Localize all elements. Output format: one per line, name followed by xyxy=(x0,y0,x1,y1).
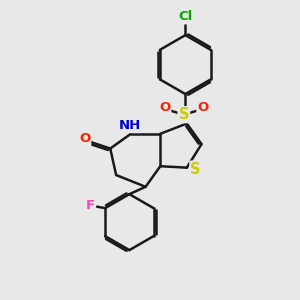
Text: O: O xyxy=(197,101,208,114)
Text: S: S xyxy=(190,162,201,177)
Text: F: F xyxy=(86,199,95,212)
Text: O: O xyxy=(159,101,170,114)
Text: S: S xyxy=(178,107,189,122)
Text: Cl: Cl xyxy=(178,11,193,23)
Text: O: O xyxy=(79,132,90,145)
Text: NH: NH xyxy=(118,119,140,132)
